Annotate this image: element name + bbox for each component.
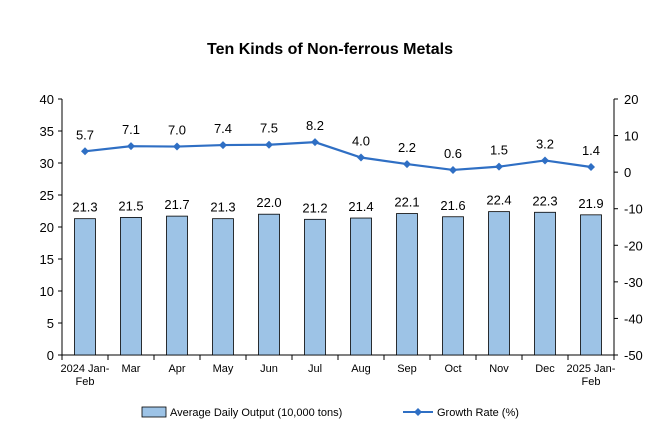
line-point [311,138,319,147]
bar [350,217,372,356]
line-data-label: 0.6 [444,146,462,161]
line-data-label: 2.2 [398,140,416,155]
bar-data-label: 21.3 [210,200,235,215]
bar [580,214,602,356]
bar-data-label: 22.3 [532,193,557,208]
line-data-label: 8.2 [306,118,324,133]
line-data-label: 5.7 [76,127,94,142]
bar [396,213,418,356]
x-tick-label: Aug [351,363,371,375]
bar [212,218,234,356]
line-point [357,153,365,162]
y-right-tick-label: -50 [624,348,643,363]
bar [166,215,188,356]
y-left-tick-label: 35 [40,124,54,139]
bar-data-label: 21.4 [348,199,373,214]
y-left-tick-label: 10 [40,284,54,299]
bar [74,218,96,356]
y-right-tick-label: 20 [624,92,638,107]
y-right-tick-label: -40 [624,311,643,326]
x-tick-label: Sep [397,363,417,375]
line-point [403,160,411,169]
y-left-tick-label: 25 [40,188,54,203]
y-right-tick-label: -10 [624,202,643,217]
x-tick-label: Mar [122,363,141,375]
line-data-label: 7.5 [260,121,278,136]
x-tick-label: Apr [168,363,185,375]
growth-rate-line [84,141,592,172]
line-point [127,142,135,151]
x-tick-label: Nov [489,363,509,375]
bar-data-label: 22.4 [486,193,511,208]
bar [304,218,326,356]
line-data-label: 7.4 [214,121,232,136]
legend: Average Daily Output (10,000 tons) Growth… [141,406,519,419]
y-left-tick-label: 20 [40,220,54,235]
bar-data-label: 21.5 [118,198,143,213]
line-data-label: 1.4 [582,143,600,158]
y-left-tick-label: 0 [47,348,54,363]
y-left-tick-label: 5 [47,316,54,331]
legend-line-label: Growth Rate (%) [437,407,519,419]
line-data-label: 3.2 [536,136,554,151]
bar [534,211,556,356]
legend-bar-label: Average Daily Output (10,000 tons) [170,407,342,419]
x-tick-label: Dec [535,363,555,375]
bar-series: 21.3 21.5 21.7 21.3 22.0 21.2 21.4 22.1 21.6 22.4… [72,193,604,356]
x-tick-label: 2024 Jan-Feb [61,363,110,388]
x-tick-label: Oct [444,363,461,375]
line-data-label: 1.5 [490,143,508,158]
legend-line-marker [414,408,422,416]
line-point [265,140,273,149]
y-left-tick-label: 30 [40,156,54,171]
y-right-tick-label: -20 [624,238,643,253]
line-data-label: 4.0 [352,134,370,149]
y-right-tick-label: -30 [624,275,643,290]
bar-data-label: 21.3 [72,200,97,215]
line-point [587,163,595,172]
x-tick-label: Jul [308,363,322,375]
bar-data-label: 21.7 [164,197,189,212]
x-tick-label: Jun [260,363,278,375]
y-left-tick-label: 40 [40,92,54,107]
axes: 0 5 10 15 20 25 30 35 40 -50 -40 -30 -20 -10 0 10 20 2024… [40,92,643,388]
bar [488,211,510,356]
chart-title: Ten Kinds of Non-ferrous Metals [207,41,453,58]
bar-data-label: 22.0 [256,195,281,210]
y-left-tick-label: 15 [40,252,54,267]
bar [442,216,464,356]
x-tick-label: May [213,363,234,375]
line-point [173,142,181,151]
line-point [81,147,89,156]
line-series: 5.7 7.1 7.0 7.4 7.5 8.2 4.0 2.2 0.6 1.5 3.2 1.4 [76,118,600,174]
y-right-tick-label: 0 [624,165,631,180]
line-point [219,141,227,150]
bar [258,213,280,356]
bar-data-label: 21.6 [440,198,465,213]
line-point [449,165,457,174]
bar-data-label: 22.1 [394,195,419,210]
line-data-label: 7.0 [168,123,186,138]
bar-data-label: 21.9 [578,196,603,211]
line-data-label: 7.1 [122,122,140,137]
line-point [495,162,503,171]
bar [120,216,142,356]
legend-bar-swatch [141,406,167,418]
y-right-tick-label: 10 [624,129,638,144]
line-point [541,156,549,165]
x-tick-label: 2025 Jan-Feb [567,363,616,388]
bar-data-label: 21.2 [302,200,327,215]
